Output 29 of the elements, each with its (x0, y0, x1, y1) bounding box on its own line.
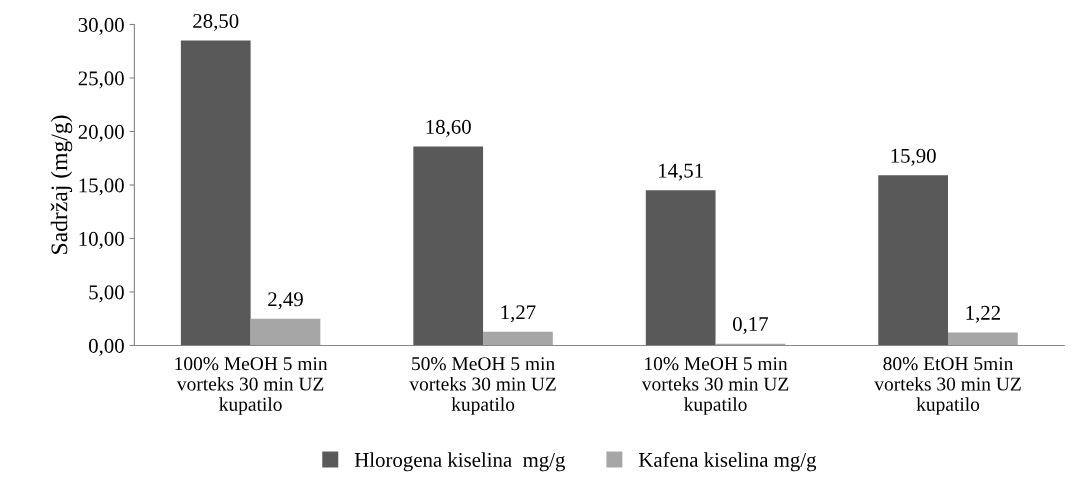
x-tick-label: 100% MeOH 5 min vorteks 30 min UZ kupatilo (175, 357, 328, 415)
legend-label: Hlorogena kiselina mg/g (354, 452, 566, 472)
data-label: 2,49 (268, 292, 303, 310)
y-tick-label: 5,00 (89, 285, 124, 303)
y-tick-label: 10,00 (79, 231, 124, 249)
bar (645, 190, 716, 346)
x-tick-label: 50% MeOH 5 min vorteks 30 min UZ kupatilo (409, 357, 556, 415)
y-tick-label: 20,00 (78, 124, 124, 142)
data-label: 1,22 (966, 305, 1000, 323)
data-label: 1,27 (501, 305, 536, 323)
bar (948, 332, 1018, 346)
bar (250, 318, 321, 346)
y-tick-label: 0,00 (88, 338, 124, 356)
x-tick-label: 80% EtOH 5min vorteks 30 min UZ kupatilo (874, 357, 1021, 415)
x-tick-label: 10% MeOH 5 min vorteks 30 min UZ kupatilo (641, 357, 789, 415)
bar (413, 146, 484, 346)
data-label: 0,17 (732, 317, 769, 335)
data-label: 14,51 (659, 163, 703, 181)
bar (483, 331, 553, 346)
bar (878, 175, 949, 346)
y-tick-label: 15,00 (79, 178, 124, 196)
bar (180, 40, 251, 346)
y-tick-label: 30,00 (78, 17, 124, 35)
y-tick-label: 25,00 (78, 71, 124, 89)
legend-label: Kafena kiselina mg/g (638, 452, 817, 472)
data-label: 28,50 (193, 13, 239, 31)
data-label: 15,90 (891, 148, 936, 166)
y-axis-title: Sadržaj (mg/g) (50, 115, 73, 254)
data-label: 18,60 (426, 119, 471, 137)
